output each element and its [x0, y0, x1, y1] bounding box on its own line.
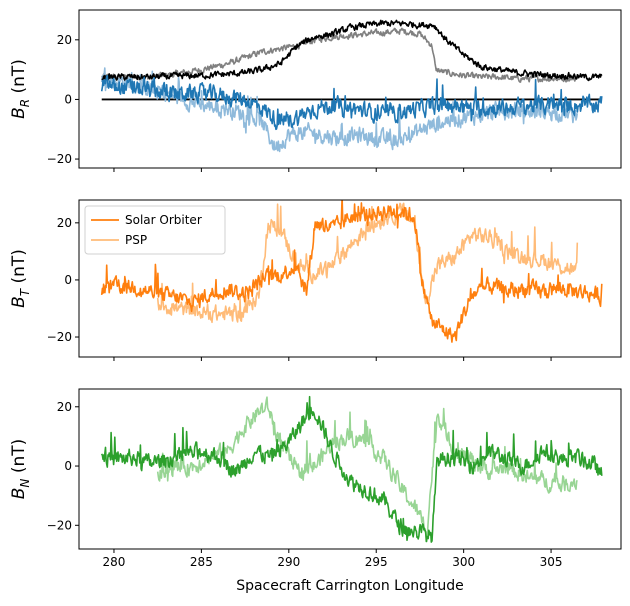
- y-axis-label-bn: BN (nT): [9, 439, 32, 499]
- series-line-psp: [156, 202, 579, 324]
- series-line-psp-magnitude: [100, 27, 578, 83]
- y-axis-label-bt: BT (nT): [9, 249, 32, 308]
- legend-box: [84, 205, 226, 255]
- x-tick-label: 280: [103, 555, 126, 569]
- y-tick-label: −20: [47, 152, 72, 166]
- series-line-solo: [100, 395, 603, 543]
- y-axis-label-br: BR (nT): [9, 59, 32, 119]
- plot-frame: [78, 199, 622, 358]
- y-tick-label: 20: [57, 33, 72, 47]
- x-tick-label: 305: [540, 555, 563, 569]
- legend-label: Solar Orbiter: [125, 213, 202, 227]
- y-tick-label: 0: [64, 92, 72, 106]
- panel-bt: −20 0 20 BT (nT) Solar Orbiter PSP: [9, 199, 622, 361]
- x-tick-label: 295: [365, 555, 388, 569]
- series-line-solo-magnitude: [101, 19, 603, 82]
- x-tick-label: 285: [190, 555, 213, 569]
- y-tick-label: 0: [64, 273, 72, 287]
- plot-frame: [78, 9, 622, 169]
- x-axis-label: Spacecraft Carrington Longitude: [236, 578, 464, 594]
- series-line-psp: [156, 396, 578, 543]
- y-tick-label: 0: [64, 459, 72, 473]
- x-tick-label: 300: [452, 555, 475, 569]
- y-tick-label: −20: [47, 518, 72, 532]
- y-tick-label: −20: [47, 330, 72, 344]
- panel-bn: 280 285 290 295 300 305 −20 0 20 BN (nT) Spacecraf…: [9, 388, 622, 594]
- plot-frame: [78, 388, 622, 550]
- panel-br: −20 0 20 BR (nT): [9, 9, 622, 172]
- series-line-solo-radial: [100, 74, 603, 131]
- series-line-solo: [100, 200, 603, 343]
- legend: Solar Orbiter PSP: [84, 205, 226, 255]
- x-tick-label: 290: [277, 555, 300, 569]
- legend-label: PSP: [125, 233, 147, 247]
- y-tick-label: 20: [57, 216, 72, 230]
- y-tick-label: 20: [57, 400, 72, 414]
